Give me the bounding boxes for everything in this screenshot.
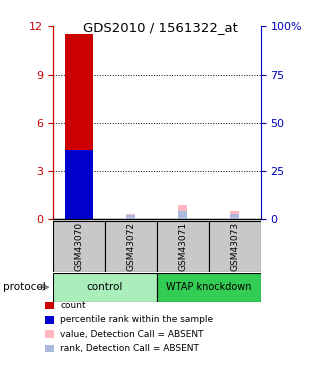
- Bar: [209, 221, 261, 272]
- Bar: [230, 214, 239, 219]
- Text: percentile rank within the sample: percentile rank within the sample: [60, 315, 213, 324]
- Bar: [126, 215, 135, 219]
- Bar: [157, 273, 261, 302]
- Text: GSM43072: GSM43072: [126, 222, 135, 271]
- Bar: [157, 221, 209, 272]
- Text: WTAP knockdown: WTAP knockdown: [166, 282, 252, 292]
- Text: value, Detection Call = ABSENT: value, Detection Call = ABSENT: [60, 330, 204, 339]
- Bar: [65, 150, 93, 219]
- Bar: [178, 205, 188, 219]
- Bar: [230, 211, 239, 219]
- Text: protocol: protocol: [3, 282, 46, 292]
- Bar: [105, 221, 157, 272]
- Text: GSM43071: GSM43071: [178, 222, 187, 271]
- Text: count: count: [60, 301, 86, 310]
- Bar: [126, 214, 135, 219]
- Bar: [53, 221, 105, 272]
- Bar: [65, 34, 93, 219]
- Text: control: control: [87, 282, 123, 292]
- Text: GSM43070: GSM43070: [74, 222, 83, 271]
- Bar: [53, 273, 157, 302]
- Text: rank, Detection Call = ABSENT: rank, Detection Call = ABSENT: [60, 344, 199, 353]
- Text: GSM43073: GSM43073: [230, 222, 239, 271]
- Text: GDS2010 / 1561322_at: GDS2010 / 1561322_at: [83, 21, 237, 34]
- Bar: [178, 210, 188, 219]
